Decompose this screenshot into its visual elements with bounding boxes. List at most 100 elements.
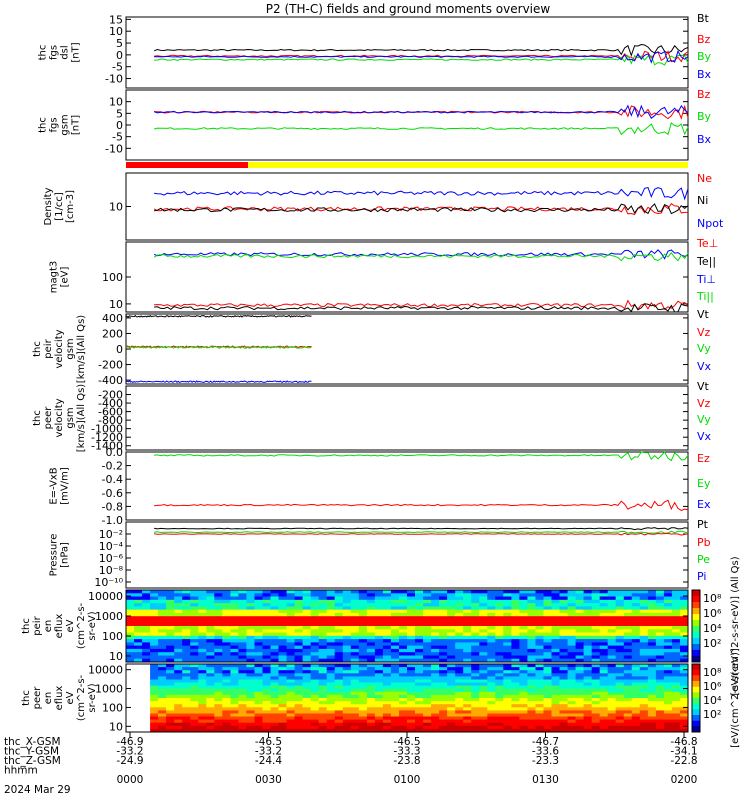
spectrogram-cell <box>198 694 207 699</box>
spectrogram-cell <box>487 704 496 708</box>
spectrogram-cell <box>639 679 649 684</box>
spectrogram-cell <box>326 616 336 620</box>
spectrogram-cell <box>222 645 231 650</box>
spectrogram-cell <box>374 655 384 660</box>
spectrogram-cell <box>551 612 560 617</box>
spectrogram-cell <box>647 635 657 640</box>
spectrogram-cell <box>591 596 601 601</box>
spectrogram-cell <box>567 725 577 730</box>
spectrogram-cell <box>318 606 328 611</box>
spectrogram-cell <box>182 616 191 620</box>
series-line-Te|| <box>154 303 689 313</box>
spectrogram-cell <box>318 682 328 687</box>
spectrogram-cell <box>599 612 609 617</box>
spectrogram-cell <box>511 658 520 663</box>
spectrogram-cell <box>607 676 617 680</box>
spectrogram-cell <box>655 596 665 601</box>
spectrogram-cell <box>166 701 175 705</box>
spectrogram-cell <box>607 629 617 634</box>
spectrogram-cell <box>519 704 528 708</box>
spectrogram-cell <box>326 596 336 601</box>
spectrogram-cell <box>567 688 577 693</box>
spectrogram-cell <box>543 609 552 614</box>
spectrogram-cell <box>567 716 577 721</box>
spectrogram-cell <box>487 593 496 598</box>
spectrogram-cell <box>214 629 223 634</box>
spectrogram-cell <box>382 642 392 647</box>
y-tick-label: 15 <box>109 13 123 26</box>
spectrogram-cell <box>431 593 440 598</box>
spectrogram-cell <box>423 619 432 624</box>
spectrogram-cell <box>415 596 424 601</box>
spectrogram-cell <box>671 688 681 693</box>
colorbar-label: [eV/(cm^2-s-sr-eV)] (All Qs) <box>730 556 741 695</box>
spectrogram-cell <box>567 707 577 711</box>
spectrogram-cell <box>262 590 271 594</box>
spectrogram-cell <box>535 728 544 733</box>
spectrogram-cell <box>623 609 633 614</box>
spectrogram-cell <box>182 667 191 671</box>
spectrogram-cell <box>663 616 673 620</box>
spectrogram-cell <box>575 679 585 684</box>
spectrogram-cell <box>527 590 536 594</box>
spectrogram-cell <box>447 606 456 611</box>
spectrogram-cell <box>382 590 392 594</box>
spectrogram-cell <box>567 710 577 714</box>
panel-peer_velocity: -200-400-600-800-1000-1200-1400thcpeerve… <box>32 380 712 453</box>
spectrogram-cell <box>487 713 496 718</box>
spectrogram-cell <box>655 725 665 730</box>
spectrogram-cell <box>358 664 368 668</box>
spectrogram-cell <box>431 676 440 680</box>
spectrogram-cell <box>423 639 432 643</box>
spectrogram-cell <box>342 652 352 656</box>
spectrogram-cell <box>527 713 536 718</box>
spectrogram-cell <box>455 707 464 711</box>
spectrogram-cell <box>198 685 207 690</box>
y-axis-label-line: thc <box>21 618 32 634</box>
spectrogram-cell <box>342 676 352 680</box>
spectrogram-cell <box>278 670 287 674</box>
y-axis-label-line: eV <box>65 619 76 632</box>
spectrogram-cell <box>495 725 504 730</box>
spectrogram-cell <box>342 599 352 604</box>
legend-entry: Bt <box>697 12 710 25</box>
spectrogram-cell <box>254 590 263 594</box>
spectrogram-cell <box>455 716 464 721</box>
figure-title: P2 (TH-C) fields and ground moments over… <box>266 2 551 16</box>
spectrogram-cell <box>495 596 504 601</box>
spectrogram-cell <box>214 655 223 660</box>
y-tick-label: -200 <box>98 389 123 402</box>
spectrogram-cell <box>238 704 247 708</box>
spectrogram-cell <box>431 639 440 643</box>
spectrogram-cell <box>206 728 215 733</box>
spectrogram-cell <box>487 679 496 684</box>
spectrogram-cell <box>358 645 368 650</box>
spectrogram-cell <box>174 728 183 733</box>
spectrogram-cell <box>278 707 287 711</box>
spectrogram-cell <box>166 590 175 594</box>
spectrogram-cell <box>390 593 400 598</box>
spectrogram-cell <box>631 698 641 702</box>
spectrogram-cell <box>166 685 175 690</box>
spectrogram-cell <box>671 667 681 671</box>
spectrogram-cell <box>278 609 287 614</box>
spectrogram-cell <box>358 626 368 630</box>
spectrogram-cell <box>158 642 167 647</box>
spectrogram-cell <box>270 593 279 598</box>
spectrogram-cell <box>174 612 183 617</box>
spectrogram-cell <box>278 652 287 656</box>
spectrogram-cell <box>503 645 512 650</box>
spectrogram-cell <box>591 652 601 656</box>
spectrogram-cell <box>254 719 263 724</box>
spectrogram-cell <box>479 698 488 702</box>
spectrogram-cell <box>390 707 400 711</box>
spectrogram-cell <box>599 701 609 705</box>
spectrogram-cell <box>511 725 520 730</box>
spectrogram-cell <box>487 603 496 607</box>
spectrogram-cell <box>294 632 304 637</box>
spectrogram-cell <box>680 707 689 711</box>
spectrogram-cell <box>487 635 496 640</box>
spectrogram-cell <box>222 701 231 705</box>
spectrogram-cell <box>455 599 464 604</box>
spectrogram-cell <box>495 635 504 640</box>
